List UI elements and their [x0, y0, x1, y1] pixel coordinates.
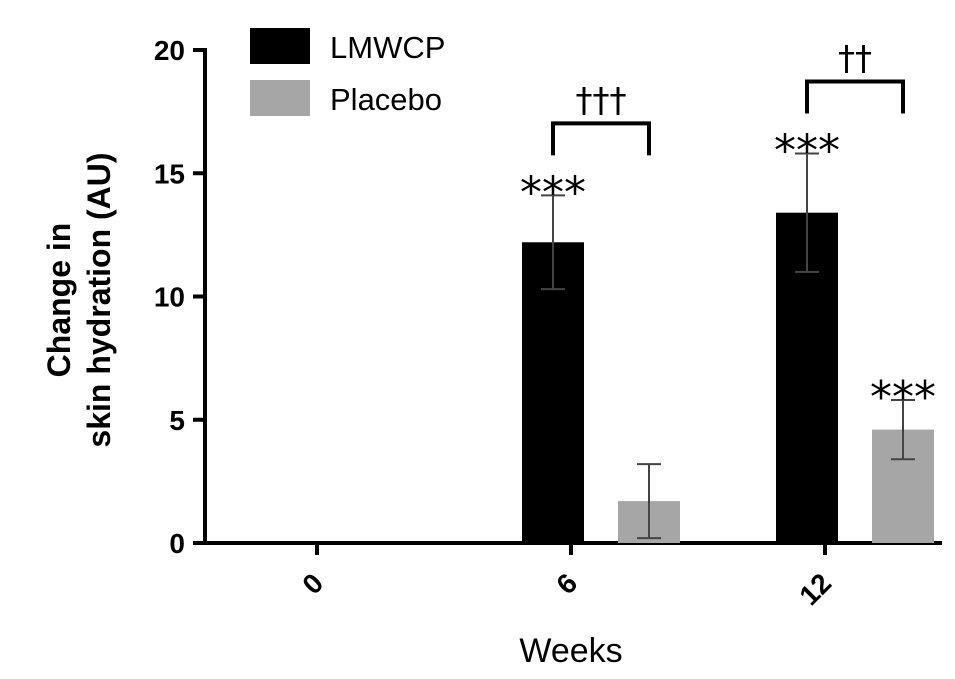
- significance-stars: ***: [774, 126, 840, 177]
- y-tick-label: 5: [169, 405, 185, 436]
- y-axis-title-line1: Change in: [41, 223, 77, 378]
- y-tick-label: 10: [154, 282, 185, 313]
- y-axis-title-line2: skin hydration (AU): [81, 152, 117, 447]
- x-axis-title: Weeks: [519, 632, 622, 670]
- legend: LMWCP Placebo: [250, 28, 445, 117]
- legend-label-lmwcp: LMWCP: [330, 30, 445, 65]
- bar-lmwcp: [522, 242, 584, 543]
- annotations: *********†††††: [520, 39, 936, 424]
- comparison-daggers: ††: [838, 39, 872, 79]
- y-tick-label: 0: [169, 528, 185, 559]
- x-tick-label: 12: [793, 567, 837, 611]
- y-tick-label: 20: [154, 35, 185, 66]
- significance-stars: ***: [520, 167, 586, 218]
- y-axis-title: Change in skin hydration (AU): [41, 152, 117, 447]
- x-tick-label: 0: [296, 567, 329, 600]
- x-tick-label: 6: [550, 567, 583, 600]
- comparison-bracket: [805, 79, 905, 114]
- legend-swatch-lmwcp: [250, 28, 310, 64]
- comparison-daggers: †††: [576, 80, 627, 120]
- legend-label-placebo: Placebo: [330, 82, 442, 117]
- bars: [522, 152, 934, 543]
- y-tick-label: 15: [154, 158, 185, 189]
- legend-swatch-placebo: [250, 80, 310, 116]
- significance-stars: ***: [870, 372, 936, 423]
- comparison-bracket: [551, 121, 651, 156]
